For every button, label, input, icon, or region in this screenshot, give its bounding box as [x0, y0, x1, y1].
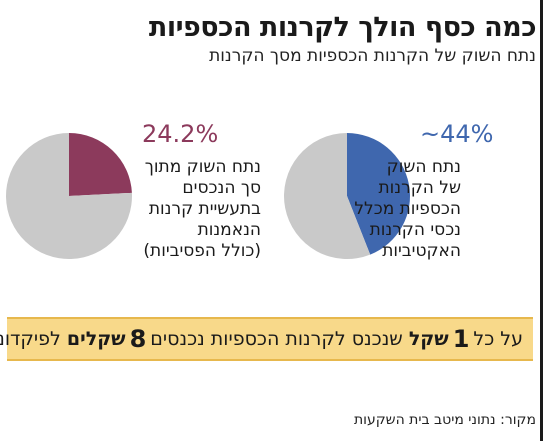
pie-left-description: נתח השוק מתוך סך הנכסים בתעשיית קרנות הנ… — [131, 157, 261, 262]
banner-text-1: על כל — [473, 328, 523, 350]
pie-right-desc-line: הכספיות מכלל — [354, 199, 461, 219]
banner-word-2: שקלים — [66, 328, 126, 350]
pie-left-highlight-slice — [69, 133, 132, 196]
pie-left-desc-line: סך הנכסים — [182, 178, 261, 198]
pie-left-remainder-slice — [6, 133, 132, 259]
pie-right-percent: ~44% — [420, 120, 494, 148]
page-subtitle: נתח השוק של הקרנות הכספיות מסך הקרנות — [209, 46, 536, 66]
pie-right-desc-line: של הקרנות — [378, 178, 462, 198]
banner-text-2: שנכנס לקרנות הכספיות נכנסים — [150, 328, 403, 350]
pie-right-remainder-slice — [284, 133, 371, 259]
pie-left-desc-line: נתח השוק מתוך — [144, 157, 261, 177]
highlight-banner: על כל 1 שקל שנכנס לקרנות הכספיות נכנסים … — [0, 317, 533, 361]
pie-chart-active-funds — [284, 133, 411, 259]
pie-left-percent: 24.2% — [142, 120, 219, 148]
pie-right-highlight-slice — [347, 133, 411, 255]
pie-right-desc-line: האקטיביות — [382, 241, 461, 261]
pie-left-desc-line: בתעשיית קרנות — [148, 199, 261, 219]
banner-text-3: לפיקדונות — [0, 328, 61, 350]
banner-word-1: שקל — [408, 328, 449, 350]
right-border-rule — [540, 0, 543, 441]
pie-left-desc-line: הנאמנות — [197, 220, 261, 240]
pie-right-desc-line: נתח השוק — [386, 157, 461, 177]
banner-number-2: 8 — [129, 325, 147, 353]
source-note: מקור: נתוני מיטב בית השקעות — [353, 412, 536, 428]
pie-right-description: נתח השוק של הקרנות הכספיות מכלל נכסי הקר… — [341, 157, 461, 262]
page-title: כמה כסף הולך לקרנות הכספיות — [148, 12, 537, 43]
pie-chart-total-industry — [6, 133, 132, 259]
pie-left-desc-line: (כולל הפסיביות) — [143, 241, 261, 261]
banner-number-1: 1 — [452, 325, 470, 353]
pie-right-desc-line: נכסי הקרנות — [369, 220, 461, 240]
